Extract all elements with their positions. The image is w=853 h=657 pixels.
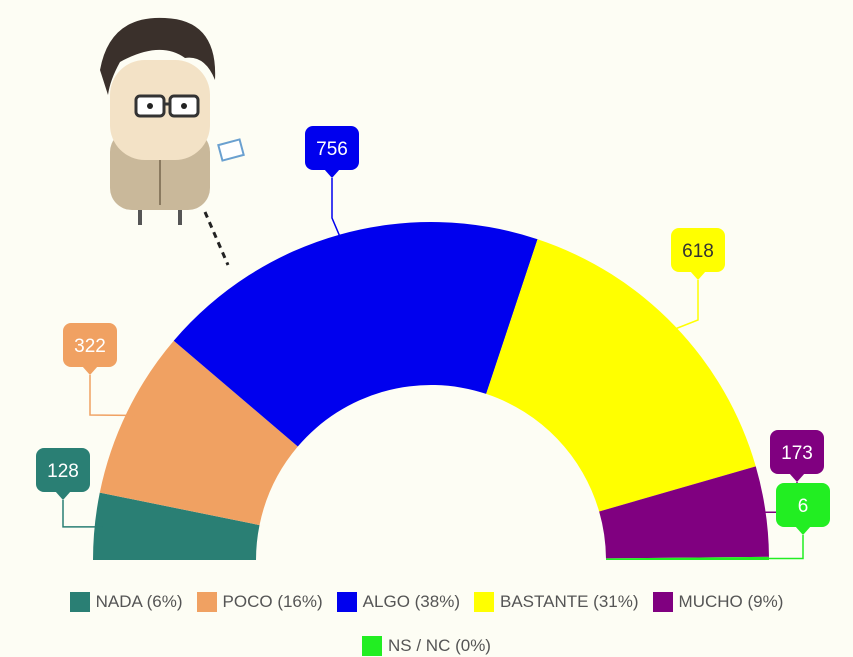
legend-item: NS / NC (0%) [362,636,491,656]
legend-swatch [196,592,217,612]
legend-swatch [336,592,357,612]
label-pointer [690,271,706,280]
data-label: 322 [74,336,106,357]
label-box [63,323,117,367]
legend-item: POCO (16%) [196,592,323,612]
segment [99,340,298,526]
legend-item: BASTANTE (31%) [473,592,639,612]
legend-item: NADA (6%) [69,592,183,612]
legend-label: POCO (16%) [222,592,323,611]
label-pointer [789,473,805,482]
leader-line [760,535,804,560]
legend-label: MUCHO (9%) [678,592,784,611]
data-label: 6 [798,496,809,517]
legend-swatch [69,592,90,612]
legend-swatch [473,592,494,612]
data-label: 756 [316,139,348,160]
segment [93,492,260,560]
label-pointer [82,366,98,375]
legend-item: ALGO (38%) [336,592,460,612]
legend-item: MUCHO (9%) [652,592,784,612]
legend-label: ALGO (38%) [362,592,460,611]
legend-swatch [652,592,673,612]
legend-swatch [362,636,383,656]
label-pointer [324,169,340,178]
leader-line [668,280,699,333]
chart: 128 322 756 618 173 6 [36,17,830,560]
leader-line [331,178,343,243]
legend-label: BASTANTE (31%) [499,592,639,611]
illustration [100,17,245,266]
label-box [776,483,830,527]
data-label: 128 [47,461,79,482]
label-pointer [795,526,811,535]
label-box [36,448,90,492]
data-label: 618 [682,241,714,262]
legend-label: NADA (6%) [95,592,183,611]
segment [173,222,538,447]
legend: NADA (6%) POCO (16%) ALGO (38%) BASTANTE (3… [0,592,853,656]
leader-line [89,375,135,417]
label-box [671,228,725,272]
data-label: 173 [781,443,813,464]
label-pointer [55,491,71,500]
legend-label: NS / NC (0%) [388,636,491,655]
segment [486,239,756,512]
label-box [305,126,359,170]
leader-line [62,500,103,528]
segment [599,466,769,559]
segment [605,556,769,560]
label-box [770,430,824,474]
